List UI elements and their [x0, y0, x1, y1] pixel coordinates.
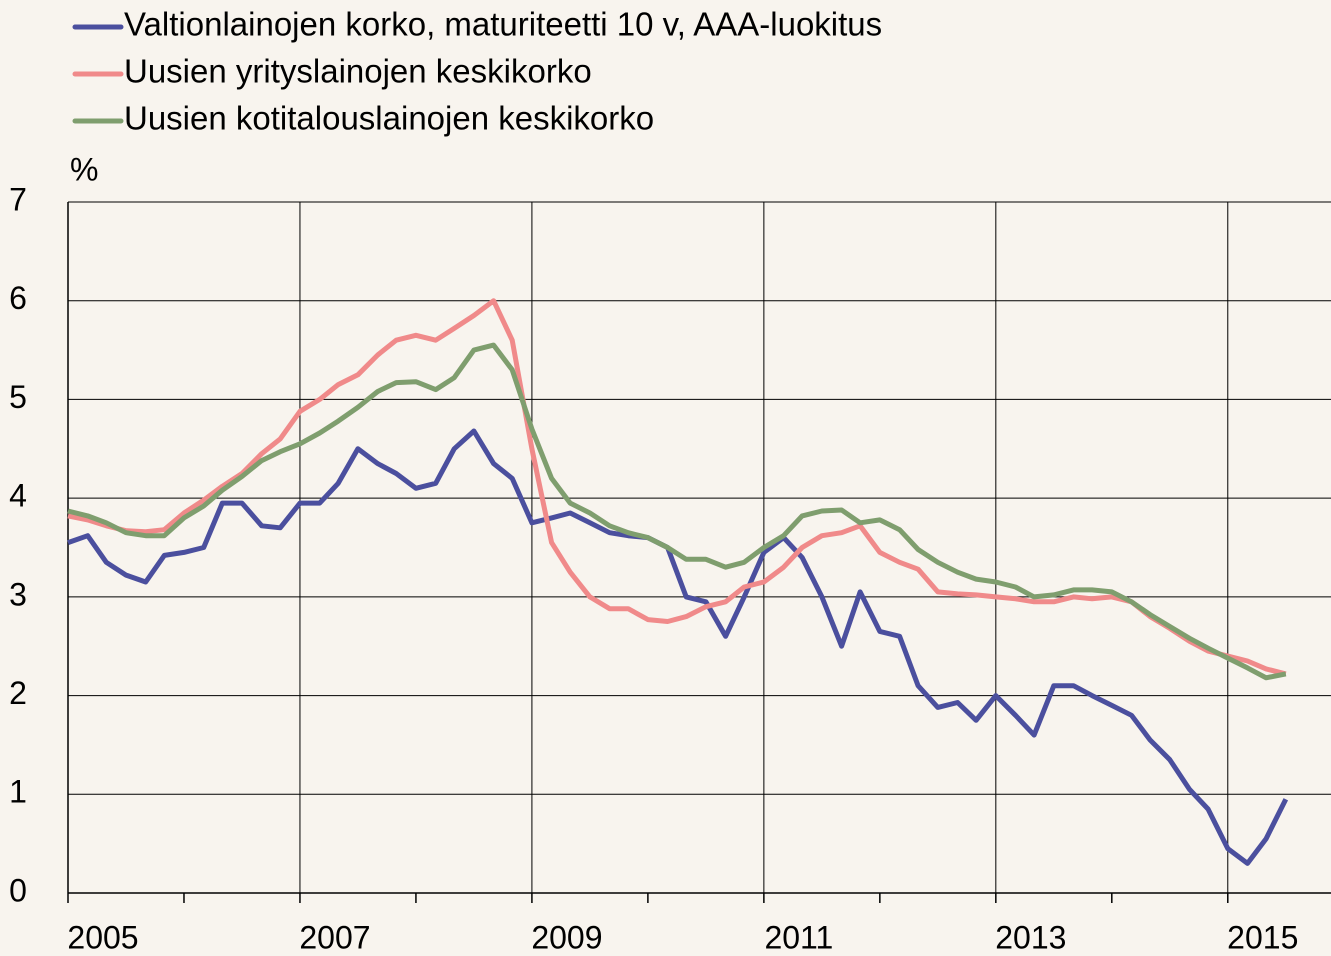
y-tick-label: 1	[9, 774, 27, 810]
y-axis-label: %	[70, 151, 98, 187]
y-tick-label: 7	[9, 181, 27, 217]
x-tick-label: 2013	[995, 919, 1066, 955]
y-tick-label: 2	[9, 675, 27, 711]
line-series	[67, 298, 1287, 677]
legend-label: Valtionlainojen korko, maturiteetti 10 v…	[124, 6, 882, 43]
x-tick-label: 2011	[764, 919, 833, 955]
y-tick-label: 6	[9, 280, 27, 316]
x-tick-label: 2005	[67, 919, 138, 955]
x-tick-label: 2009	[531, 919, 602, 955]
line-series	[67, 342, 1287, 681]
legend-label: Uusien yrityslainojen keskikorko	[124, 53, 592, 90]
line-series	[67, 428, 1289, 866]
y-tick-label: 0	[9, 872, 27, 908]
y-tick-label: 5	[9, 379, 27, 415]
legend-label: Uusien kotitalouslainojen keskikorko	[124, 100, 654, 137]
x-tick-label: 2007	[299, 919, 370, 955]
y-tick-label: 3	[9, 576, 27, 612]
x-tick-label: 2015	[1227, 919, 1298, 955]
y-tick-label: 4	[9, 478, 27, 514]
